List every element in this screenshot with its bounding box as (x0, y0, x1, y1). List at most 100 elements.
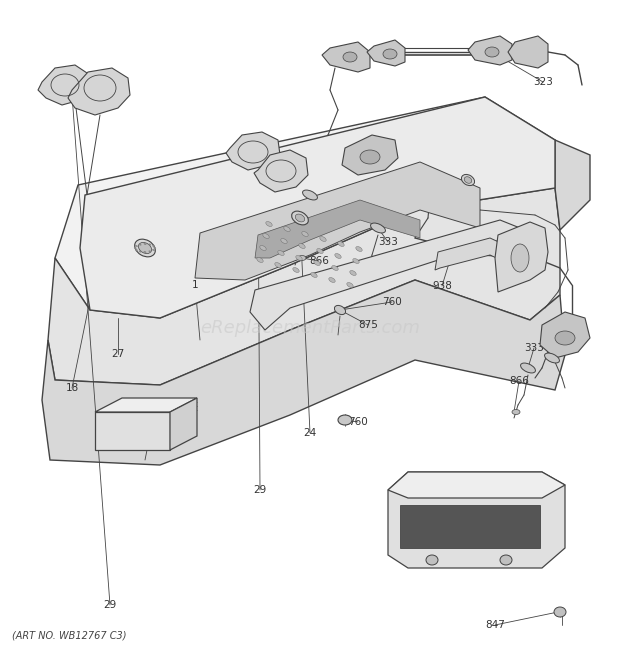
Text: 828: 828 (425, 529, 445, 539)
Polygon shape (342, 135, 398, 175)
Text: 27: 27 (112, 349, 125, 359)
Polygon shape (254, 150, 308, 192)
Ellipse shape (293, 268, 299, 272)
Text: 29: 29 (104, 600, 117, 610)
Text: 323: 323 (533, 77, 553, 87)
Polygon shape (400, 505, 540, 548)
Ellipse shape (275, 262, 281, 268)
Ellipse shape (139, 251, 141, 253)
Text: 29: 29 (254, 485, 267, 495)
Ellipse shape (154, 247, 156, 249)
Text: 866: 866 (509, 376, 529, 386)
Ellipse shape (500, 555, 512, 565)
Ellipse shape (153, 249, 154, 251)
Text: 24: 24 (303, 428, 317, 438)
Ellipse shape (138, 243, 151, 254)
Polygon shape (322, 42, 370, 72)
Ellipse shape (303, 190, 317, 200)
Polygon shape (38, 65, 92, 105)
Text: 333: 333 (378, 237, 398, 247)
Polygon shape (495, 222, 548, 292)
Ellipse shape (144, 243, 146, 245)
Polygon shape (435, 238, 505, 270)
Polygon shape (170, 398, 197, 450)
Polygon shape (42, 280, 565, 465)
Ellipse shape (426, 555, 438, 565)
Ellipse shape (521, 363, 536, 373)
Text: 314: 314 (558, 338, 578, 348)
Ellipse shape (135, 239, 156, 257)
Polygon shape (388, 472, 565, 498)
Ellipse shape (554, 607, 566, 617)
Ellipse shape (555, 331, 575, 345)
Polygon shape (95, 398, 197, 412)
Polygon shape (68, 68, 130, 115)
Ellipse shape (295, 214, 304, 222)
Ellipse shape (298, 256, 306, 260)
Ellipse shape (360, 150, 380, 164)
Text: 999: 999 (137, 436, 157, 446)
Ellipse shape (334, 305, 345, 315)
Text: 333: 333 (313, 197, 333, 207)
Polygon shape (508, 36, 548, 68)
Ellipse shape (153, 245, 154, 247)
Ellipse shape (371, 223, 386, 233)
Text: 18: 18 (65, 383, 79, 393)
Polygon shape (388, 472, 565, 568)
Ellipse shape (338, 241, 344, 247)
Text: eReplacementParts.com: eReplacementParts.com (200, 319, 420, 337)
Polygon shape (80, 97, 555, 318)
Ellipse shape (332, 266, 338, 270)
Ellipse shape (278, 251, 284, 255)
Polygon shape (226, 132, 280, 170)
Ellipse shape (284, 227, 290, 231)
Ellipse shape (299, 243, 305, 249)
Ellipse shape (296, 256, 302, 260)
Ellipse shape (139, 244, 141, 245)
Ellipse shape (511, 244, 529, 272)
Text: 875: 875 (358, 320, 378, 330)
Text: 26: 26 (523, 267, 537, 277)
Polygon shape (250, 220, 530, 330)
Ellipse shape (353, 258, 359, 264)
Ellipse shape (338, 415, 352, 425)
Ellipse shape (350, 270, 356, 276)
Text: 760: 760 (382, 297, 402, 307)
Ellipse shape (149, 244, 151, 245)
Ellipse shape (544, 353, 559, 363)
Text: 760: 760 (348, 417, 368, 427)
Ellipse shape (485, 47, 499, 57)
Ellipse shape (149, 251, 151, 253)
Ellipse shape (347, 282, 353, 288)
Text: 938: 938 (432, 281, 452, 291)
Text: 333: 333 (524, 343, 544, 353)
Polygon shape (95, 412, 170, 450)
Ellipse shape (257, 258, 264, 262)
Polygon shape (255, 200, 420, 258)
Polygon shape (55, 97, 555, 318)
Ellipse shape (335, 254, 341, 258)
Polygon shape (540, 312, 590, 358)
Polygon shape (555, 140, 590, 230)
Ellipse shape (291, 211, 308, 225)
Ellipse shape (134, 247, 136, 249)
Ellipse shape (512, 410, 520, 414)
Ellipse shape (329, 278, 335, 282)
Text: 400: 400 (438, 241, 458, 251)
Ellipse shape (343, 52, 357, 62)
Ellipse shape (260, 245, 266, 251)
Text: 314: 314 (372, 152, 392, 162)
Ellipse shape (311, 272, 317, 278)
Ellipse shape (281, 239, 287, 243)
Text: 1: 1 (192, 280, 198, 290)
Text: 16: 16 (489, 540, 503, 550)
Polygon shape (468, 36, 512, 65)
Ellipse shape (461, 175, 474, 186)
Ellipse shape (320, 237, 326, 241)
Ellipse shape (144, 251, 146, 253)
Ellipse shape (383, 49, 397, 59)
Text: (ART NO. WB12767 C3): (ART NO. WB12767 C3) (12, 630, 126, 640)
Polygon shape (48, 188, 560, 385)
Text: 866: 866 (309, 256, 329, 266)
Ellipse shape (464, 176, 472, 183)
